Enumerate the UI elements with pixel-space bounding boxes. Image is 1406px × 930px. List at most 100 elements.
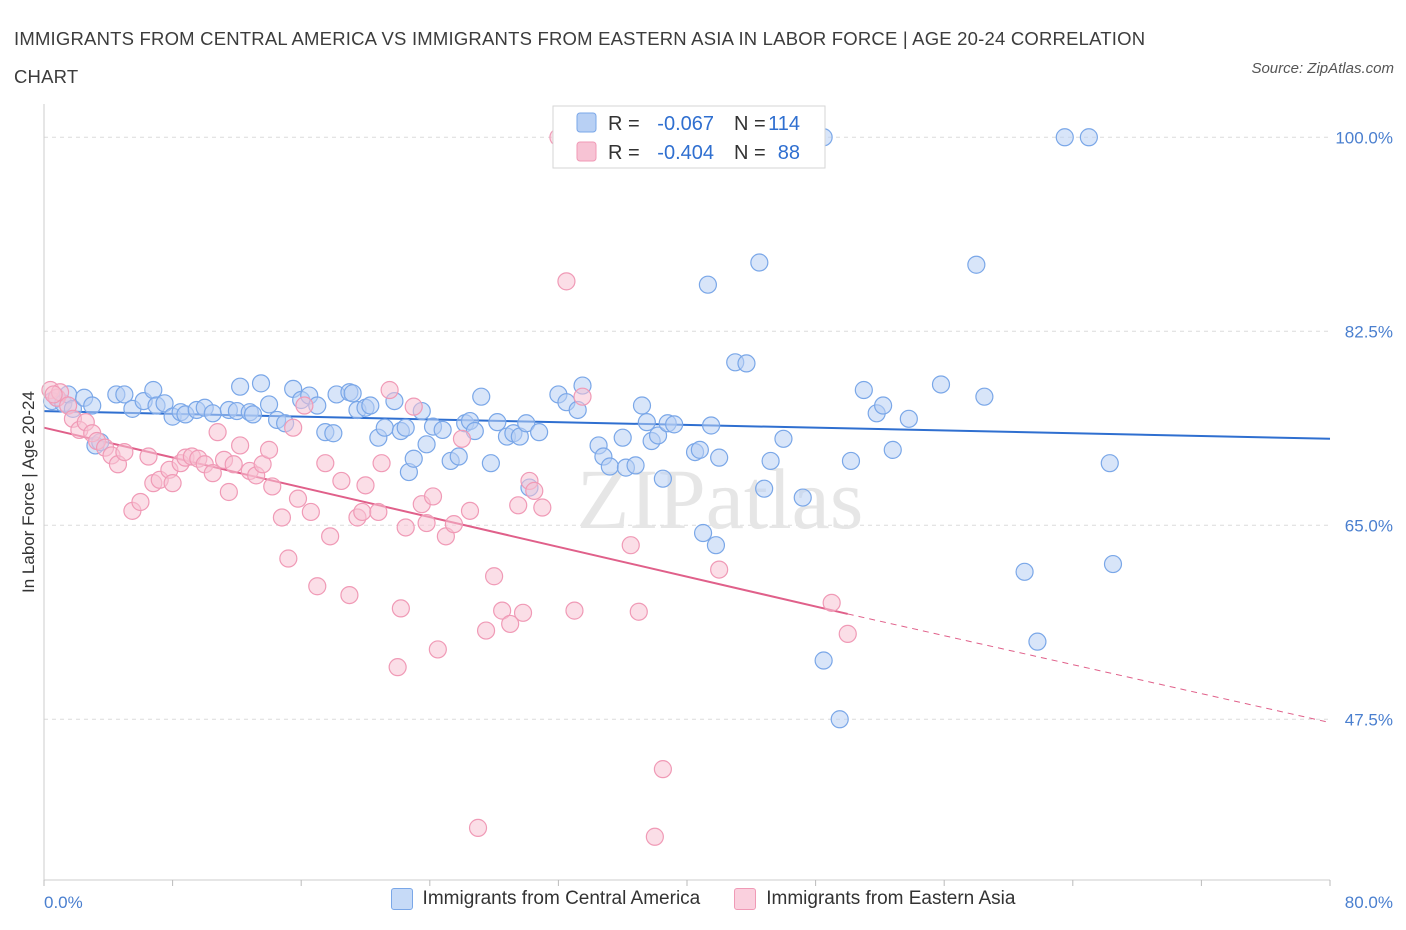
point-eastern-asia [224,455,243,474]
stats-swatch-icon [576,112,597,133]
point-eastern-asia [501,614,520,634]
point-eastern-asia [279,549,298,568]
x-tick-label-end: 80.0% [1345,893,1393,912]
point-eastern-asia [452,429,472,448]
point-central-america [251,374,271,393]
point-eastern-asia [533,498,552,517]
point-eastern-asia [203,464,222,483]
chart-title: IMMIGRANTS FROM CENTRAL AMERICA VS IMMIG… [14,28,1146,87]
point-central-america [854,380,873,400]
point-central-america [774,429,793,448]
point-central-america [665,415,684,434]
point-eastern-asia [493,601,512,620]
point-central-america [517,414,536,433]
point-eastern-asia [332,471,351,491]
point-eastern-asia [417,513,436,533]
point-central-america [203,404,222,423]
point-central-america [231,377,250,396]
trend-line-extension [847,613,1331,724]
point-central-america [637,413,656,432]
x-tick-label-start: 0.0% [44,893,83,912]
point-eastern-asia [219,482,238,502]
legend-item-central-america: Immigrants from Central America [390,888,701,910]
point-central-america [737,354,756,373]
point-central-america [324,424,343,443]
point-central-america [472,387,491,406]
point-eastern-asia [316,454,335,473]
point-central-america [710,448,729,467]
stats-n-label: N = [734,142,766,164]
point-eastern-asia [272,508,292,527]
point-eastern-asia [460,501,480,520]
data-points [41,128,1123,846]
source-label: Source: ZipAtlas.com [1251,60,1394,77]
point-central-america [1103,554,1123,574]
point-eastern-asia [115,442,134,462]
point-eastern-asia [340,585,359,605]
point-central-america [613,428,632,447]
point-central-america [361,396,380,415]
point-eastern-asia [380,380,399,400]
point-central-america [404,449,423,468]
point-eastern-asia [391,599,410,618]
point-central-america [750,253,769,272]
legend: Immigrants from Central America Immigran… [0,888,1406,910]
legend-swatch-pink-icon [734,888,757,910]
point-eastern-asia [653,760,672,779]
point-eastern-asia [295,396,314,415]
stats-box: R = -0.067 N = 114 R = -0.404 N = 88 [552,105,826,169]
point-central-america [1028,632,1047,651]
point-eastern-asia [396,518,415,537]
stats-swatch-icon [576,141,597,162]
y-tick-label: 47.5% [1345,710,1393,729]
legend-label: Immigrants from Central America [422,888,701,909]
point-eastern-asia [468,818,488,837]
point-eastern-asia [557,272,576,291]
point-central-america [648,426,668,445]
point-central-america [690,440,709,459]
point-eastern-asia [621,536,640,555]
stats-r-label: R = [608,113,640,135]
point-central-america [975,387,994,406]
point-central-america [632,396,652,415]
point-central-america [702,416,721,435]
legend-item-eastern-asia: Immigrants from Eastern Asia [734,888,1015,910]
point-eastern-asia [525,481,544,500]
point-eastern-asia [369,502,388,522]
grid-lines [44,136,1330,720]
legend-label: Immigrants from Eastern Asia [766,888,1016,909]
point-central-america [899,409,918,428]
point-eastern-asia [485,567,504,586]
point-central-america [155,394,174,413]
point-eastern-asia [372,454,391,473]
point-eastern-asia [423,487,443,506]
point-eastern-asia [404,397,423,416]
y-tick-label: 82.5% [1345,322,1393,341]
point-eastern-asia [263,477,282,496]
point-central-america [698,275,717,294]
point-eastern-asia [44,385,63,404]
point-eastern-asia [131,492,150,512]
point-central-america [653,469,672,488]
point-central-america [1055,128,1074,147]
point-eastern-asia [288,489,308,508]
point-central-america [115,385,134,404]
point-eastern-asia [573,387,592,406]
point-central-america [600,457,619,476]
point-central-america [396,418,415,437]
point-central-america [967,255,986,274]
point-central-america [259,395,279,414]
point-eastern-asia [509,496,528,515]
point-central-america [626,456,645,475]
point-eastern-asia [428,640,447,659]
point-eastern-asia [565,601,584,620]
y-tick-label: 100.0% [1335,128,1393,147]
point-eastern-asia [444,515,464,534]
point-eastern-asia [838,624,857,643]
stats-r-value: -0.067 [657,113,714,135]
point-eastern-asia [259,440,279,459]
stats-n-value: 114 [768,113,800,135]
point-central-america [433,420,452,440]
stats-n-label: N = [734,113,766,135]
